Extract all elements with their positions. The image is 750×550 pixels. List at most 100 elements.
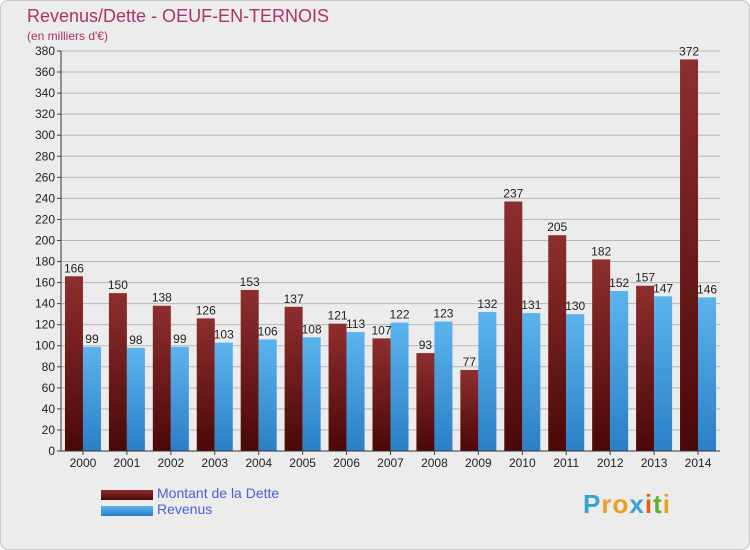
y-tick-label: 0 [48, 444, 55, 458]
debt-bar [636, 285, 655, 451]
revenus-value-label: 98 [129, 333, 143, 347]
y-tick-label: 120 [35, 318, 55, 332]
revenus-bar [610, 291, 629, 451]
debt-value-label: 182 [591, 244, 611, 258]
x-tick-label: 2006 [333, 456, 360, 470]
x-tick-label: 2012 [597, 456, 624, 470]
y-tick-label: 200 [35, 233, 55, 247]
debt-value-label: 237 [503, 187, 523, 201]
revenus-bar [82, 346, 101, 451]
debt-bar [592, 259, 611, 451]
chart-title: Revenus/Dette - OEUF-EN-TERNOIS [27, 6, 330, 26]
debt-value-label: 153 [240, 275, 260, 289]
x-tick-label: 2003 [201, 456, 228, 470]
revenus-bar [346, 332, 365, 451]
debt-value-label: 77 [463, 355, 477, 369]
y-tick-label: 20 [42, 423, 56, 437]
revenus-bar [522, 313, 541, 451]
debt-value-label: 138 [152, 291, 172, 305]
y-tick-label: 140 [35, 297, 55, 311]
y-tick-label: 80 [42, 360, 56, 374]
logo-letter: o [612, 489, 630, 519]
x-tick-label: 2007 [377, 456, 404, 470]
debt-value-label: 166 [64, 261, 84, 275]
revenus-value-label: 132 [477, 297, 497, 311]
chart-subtitle: (en milliers d'€) [27, 29, 108, 43]
revenus-bar [258, 339, 277, 451]
debt-bar [240, 289, 259, 451]
y-tick-label: 40 [42, 402, 56, 416]
x-tick-label: 2005 [289, 456, 316, 470]
revenus-bar [126, 347, 145, 451]
x-tick-label: 2008 [421, 456, 448, 470]
revenus-value-label: 106 [258, 324, 278, 338]
logo-letter: t [653, 489, 663, 519]
debt-value-label: 157 [635, 271, 655, 285]
debt-value-label: 205 [547, 220, 567, 234]
y-tick-label: 380 [35, 44, 55, 58]
revenus-value-label: 99 [173, 332, 187, 346]
y-tick-label: 100 [35, 339, 55, 353]
debt-value-label: 126 [196, 303, 216, 317]
y-tick-label: 160 [35, 276, 55, 290]
debt-bar [460, 369, 479, 451]
revenus-bar [170, 346, 189, 451]
logo-letter: i [644, 489, 654, 519]
debt-bar [504, 201, 523, 451]
x-tick-label: 2014 [685, 456, 712, 470]
revenus-value-label: 130 [565, 299, 585, 313]
y-tick-label: 340 [35, 86, 55, 100]
revenus-bar [478, 312, 497, 451]
x-tick-label: 2011 [553, 456, 579, 470]
revenus-value-label: 113 [346, 317, 365, 331]
debt-value-label: 150 [108, 278, 128, 292]
revenus-bar [434, 321, 453, 451]
y-tick-label: 60 [42, 381, 56, 395]
logo-letter: r [601, 489, 613, 519]
debt-value-label: 137 [284, 292, 304, 306]
x-tick-label: 2002 [157, 456, 184, 470]
proxiti-logo: Proxiti [583, 489, 671, 520]
x-tick-label: 2010 [509, 456, 536, 470]
x-tick-label: 2004 [245, 456, 272, 470]
y-tick-label: 300 [35, 128, 55, 142]
revenus-bar [654, 296, 673, 451]
debt-bar [680, 59, 699, 451]
debt-value-label: 372 [679, 44, 699, 58]
y-tick-label: 320 [35, 107, 55, 121]
debt-value-label: 107 [371, 323, 391, 337]
y-tick-label: 220 [35, 212, 55, 226]
debt-bar [152, 305, 171, 451]
revenus-bar [302, 337, 321, 451]
y-tick-label: 180 [35, 255, 55, 269]
y-tick-label: 280 [35, 149, 55, 163]
y-tick-label: 360 [35, 65, 55, 79]
debt-value-label: 93 [419, 338, 433, 352]
x-tick-label: 2001 [114, 456, 141, 470]
revenus-bar [566, 314, 585, 451]
y-tick-label: 240 [35, 191, 55, 205]
debt-bar [108, 293, 127, 451]
revenus-value-label: 131 [521, 298, 541, 312]
x-tick-label: 2009 [465, 456, 492, 470]
debt-bar [284, 306, 303, 451]
debt-bar [416, 353, 435, 451]
revenus-bar [390, 322, 409, 451]
revenus-value-label: 103 [214, 328, 234, 342]
y-tick-label: 260 [35, 170, 55, 184]
logo-letter: x [629, 489, 645, 519]
x-tick-label: 2000 [70, 456, 97, 470]
legend-swatch-debt [101, 490, 153, 500]
legend-label-debt: Montant de la Dette [157, 485, 280, 501]
revenus-value-label: 146 [697, 282, 717, 296]
revenus-value-label: 108 [302, 322, 322, 336]
revenus-bar [214, 342, 233, 451]
debt-value-label: 121 [328, 309, 348, 323]
logo-letter: i [662, 489, 671, 519]
legend-label-revenus: Revenus [157, 501, 213, 517]
debt-bar [372, 338, 391, 451]
x-tick-label: 2013 [641, 456, 668, 470]
revenus-bar [698, 297, 717, 451]
